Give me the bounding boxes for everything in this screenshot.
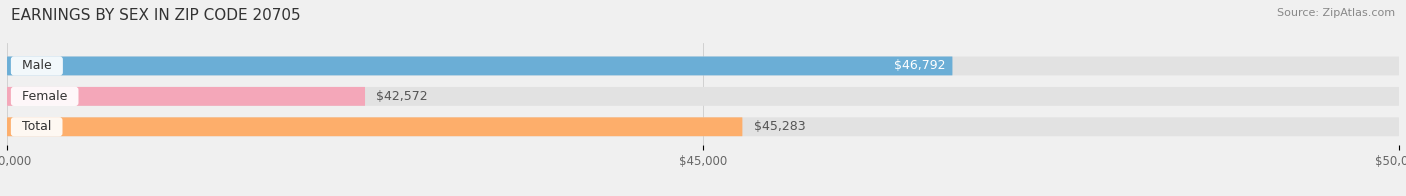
- FancyBboxPatch shape: [7, 117, 1399, 136]
- Text: $46,792: $46,792: [894, 59, 945, 73]
- Text: $45,283: $45,283: [754, 120, 806, 133]
- Text: Female: Female: [14, 90, 76, 103]
- Text: Total: Total: [14, 120, 59, 133]
- FancyBboxPatch shape: [7, 117, 742, 136]
- FancyBboxPatch shape: [7, 56, 952, 75]
- Text: EARNINGS BY SEX IN ZIP CODE 20705: EARNINGS BY SEX IN ZIP CODE 20705: [11, 8, 301, 23]
- Text: $42,572: $42,572: [377, 90, 427, 103]
- FancyBboxPatch shape: [7, 87, 366, 106]
- Text: Male: Male: [14, 59, 59, 73]
- Text: Source: ZipAtlas.com: Source: ZipAtlas.com: [1277, 8, 1395, 18]
- FancyBboxPatch shape: [7, 87, 1399, 106]
- FancyBboxPatch shape: [7, 56, 1399, 75]
